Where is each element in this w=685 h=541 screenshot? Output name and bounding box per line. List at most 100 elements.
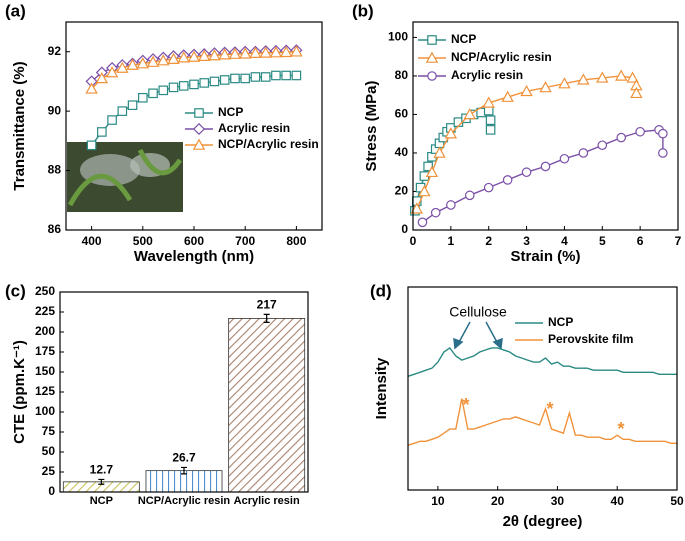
marker	[86, 140, 97, 151]
marker	[281, 70, 291, 81]
y-axis-label: CTE (ppm.K⁻¹)	[11, 340, 28, 444]
plot-frame	[65, 21, 323, 231]
y-tick-label: 25	[42, 464, 56, 478]
x-tick-label: 7	[675, 234, 682, 248]
marker	[158, 85, 169, 96]
marker	[614, 69, 628, 81]
marker	[596, 71, 609, 83]
y-tick-label: 88	[48, 163, 62, 177]
marker	[425, 165, 439, 178]
marker	[146, 55, 160, 67]
y-tick-label: 100	[35, 404, 55, 418]
marker	[417, 217, 428, 228]
marker	[271, 70, 281, 81]
legend-label: Perovskite film	[548, 332, 633, 346]
y-tick-label: 100	[388, 30, 408, 44]
marker	[578, 148, 589, 158]
marker	[148, 88, 158, 99]
x-tick-label: NCP	[90, 495, 113, 507]
x-tick-label: 3	[523, 234, 530, 248]
plot-frame	[412, 21, 679, 231]
y-tick-label: 60	[395, 107, 409, 121]
marker	[502, 175, 513, 185]
legend-label: NCP	[218, 105, 243, 119]
y-axis-label: Intensity	[373, 357, 390, 419]
x-tick-label: 2	[485, 234, 492, 248]
y-tick-label: 92	[48, 44, 62, 58]
x-tick-label: 1	[448, 234, 455, 248]
legend-label: Acrylic resin	[218, 121, 290, 135]
x-tick-label: 400	[82, 234, 102, 248]
plot-frame	[59, 291, 309, 493]
marker	[520, 84, 533, 97]
legend-label: NCP/Acrylic resin	[218, 137, 319, 151]
x-axis-label: Wavelength (nm)	[134, 248, 254, 265]
x-tick-label: NCP/Acrylic resin	[138, 495, 231, 507]
marker	[501, 90, 514, 102]
marker	[240, 73, 250, 84]
marker	[249, 46, 262, 59]
marker	[167, 52, 180, 64]
x-tick-label: 800	[286, 234, 306, 248]
value-label: 26.7	[172, 451, 196, 465]
marker	[558, 77, 571, 89]
marker	[230, 73, 240, 84]
marker	[238, 47, 252, 59]
marker	[427, 35, 437, 45]
marker	[463, 108, 477, 120]
marker	[616, 132, 627, 143]
marker	[198, 49, 211, 61]
y-tick-label: 80	[395, 68, 409, 82]
panel-label: (b)	[352, 1, 374, 20]
marker	[427, 71, 437, 81]
value-label: 12.7	[90, 463, 114, 477]
x-tick-label: 500	[133, 234, 153, 248]
peak-mark: *	[462, 395, 469, 415]
marker	[117, 106, 128, 116]
marker	[485, 125, 496, 135]
error-bar	[263, 313, 270, 323]
marker	[290, 45, 303, 57]
annotation: Cellulose	[449, 304, 507, 320]
marker	[259, 46, 272, 58]
y-tick-label: 0	[48, 484, 55, 498]
marker	[219, 75, 230, 85]
y-tick-label: 125	[35, 384, 55, 398]
y-tick-label: 86	[48, 222, 62, 236]
error-bar	[98, 478, 105, 485]
marker	[177, 51, 190, 63]
marker	[630, 86, 643, 99]
y-axis-label: Stress (MPa)	[363, 81, 380, 172]
marker	[444, 127, 458, 139]
marker	[218, 48, 231, 60]
y-tick-label: 90	[48, 103, 62, 117]
marker	[260, 72, 271, 82]
y-tick-label: 250	[35, 284, 55, 298]
y-tick-label: 175	[35, 344, 55, 358]
x-tick-label: Acrylic resin	[234, 495, 300, 507]
marker	[626, 71, 639, 83]
marker	[482, 96, 495, 108]
y-axis-label: Transmittance (%)	[11, 61, 28, 190]
x-tick-label: 6	[637, 234, 644, 248]
marker	[658, 148, 668, 158]
marker	[521, 167, 532, 178]
y-tick-label: 50	[42, 444, 56, 458]
x-axis-label: 2θ (degree)	[503, 513, 583, 530]
marker	[410, 202, 424, 214]
y-tick-label: 0	[401, 222, 408, 236]
marker	[192, 122, 206, 136]
marker	[105, 66, 119, 78]
y-tick-label: 150	[35, 364, 55, 378]
marker	[97, 127, 107, 137]
x-tick-label: 50	[670, 494, 684, 508]
marker	[485, 115, 496, 126]
marker	[269, 46, 283, 58]
inset-photo	[67, 142, 183, 212]
marker	[95, 72, 109, 84]
legend-label: NCP	[548, 315, 573, 329]
marker	[126, 58, 139, 70]
marker	[483, 182, 494, 193]
